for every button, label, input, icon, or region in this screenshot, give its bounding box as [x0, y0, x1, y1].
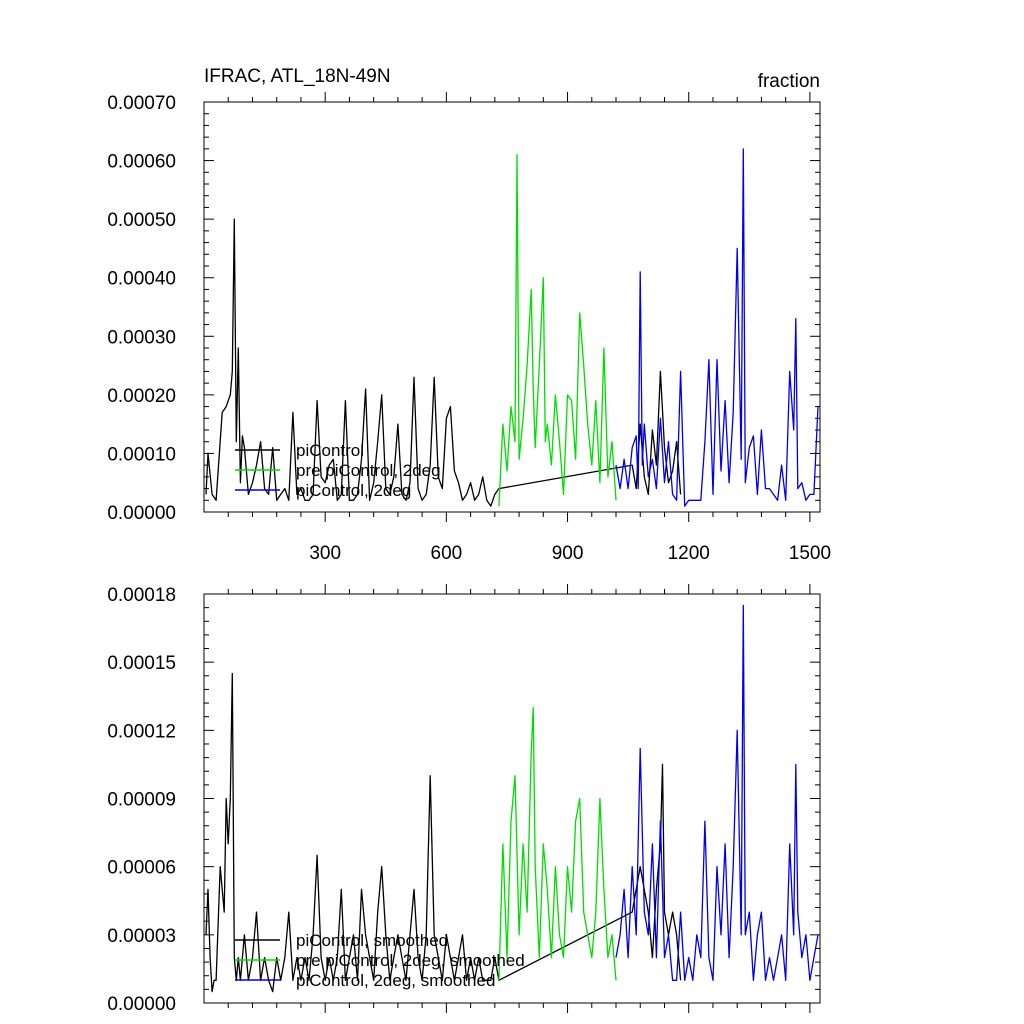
y-tick-label: 0.00050: [107, 210, 176, 231]
top-chart-title: IFRAC, ATL_18N-49N: [204, 66, 391, 87]
y-tick-label: 0.00010: [107, 444, 176, 465]
x-tick-label: 1200: [668, 543, 710, 564]
y-tick-label: 0.00000: [107, 503, 176, 524]
x-tick-label: 900: [552, 543, 584, 564]
y-tick-label: 0.00009: [107, 790, 176, 811]
top-panel: 0.00000 0.00010 0.00020 0.00030 0.00040 0.000…: [107, 66, 831, 564]
series-line-1: [205, 218, 682, 507]
legend-label: piControl, 2deg: [296, 481, 411, 500]
bottom-y-tick-labels: 0.00000 0.00003 0.00006 0.00009 0.00012 0.000…: [107, 585, 176, 1015]
series-line-2: [498, 154, 617, 507]
top-units-label: fraction: [758, 71, 820, 92]
y-tick-label: 0.00003: [107, 926, 176, 947]
y-tick-label: 0.00070: [107, 93, 176, 114]
y-tick-label: 0.00018: [107, 585, 176, 606]
series-line-2: [498, 706, 617, 981]
legend-label: pre piControl, 2deg: [296, 461, 441, 480]
legend-label: pre piControl, 2deg, smoothed: [296, 951, 525, 970]
top-y-tick-labels: 0.00000 0.00010 0.00020 0.00030 0.00040 0.000…: [107, 93, 176, 524]
bottom-series-lines: [205, 604, 819, 993]
y-tick-label: 0.00012: [107, 721, 176, 742]
y-tick-label: 0.00000: [107, 994, 176, 1015]
top-series-lines: [205, 148, 819, 507]
top-x-tick-labels: 300 600 900 1200 1500: [309, 543, 831, 564]
y-tick-label: 0.00040: [107, 269, 176, 290]
x-tick-label: 600: [431, 543, 463, 564]
series-line-3: [615, 604, 819, 981]
top-plot-frame: [203, 101, 821, 513]
series-line-1: [205, 672, 682, 993]
series-line-3: [615, 148, 819, 507]
x-tick-label: 1500: [789, 543, 831, 564]
y-tick-label: 0.00060: [107, 152, 176, 173]
y-tick-label: 0.00030: [107, 327, 176, 348]
bottom-panel: 0.00000 0.00003 0.00006 0.00009 0.00012 0.000…: [107, 584, 821, 1015]
top-ticks: [204, 92, 820, 522]
legend-label: piControl, 2deg, smoothed: [296, 971, 495, 990]
y-tick-label: 0.00006: [107, 858, 176, 879]
legend-label: piControl: [296, 441, 364, 460]
y-tick-label: 0.00015: [107, 653, 176, 674]
x-tick-label: 300: [309, 543, 341, 564]
y-tick-label: 0.00020: [107, 386, 176, 407]
legend-label: piControl, smoothed: [296, 931, 448, 950]
bottom-ticks: [204, 584, 820, 1013]
